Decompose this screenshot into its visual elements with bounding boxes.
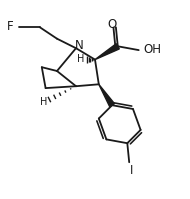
Text: I: I	[129, 164, 133, 177]
Text: H: H	[40, 97, 47, 107]
Text: O: O	[107, 18, 116, 31]
Polygon shape	[95, 44, 119, 60]
Polygon shape	[99, 84, 115, 107]
Text: F: F	[7, 20, 14, 33]
Text: H: H	[77, 54, 84, 64]
Text: OH: OH	[143, 43, 161, 56]
Text: N: N	[74, 39, 83, 52]
